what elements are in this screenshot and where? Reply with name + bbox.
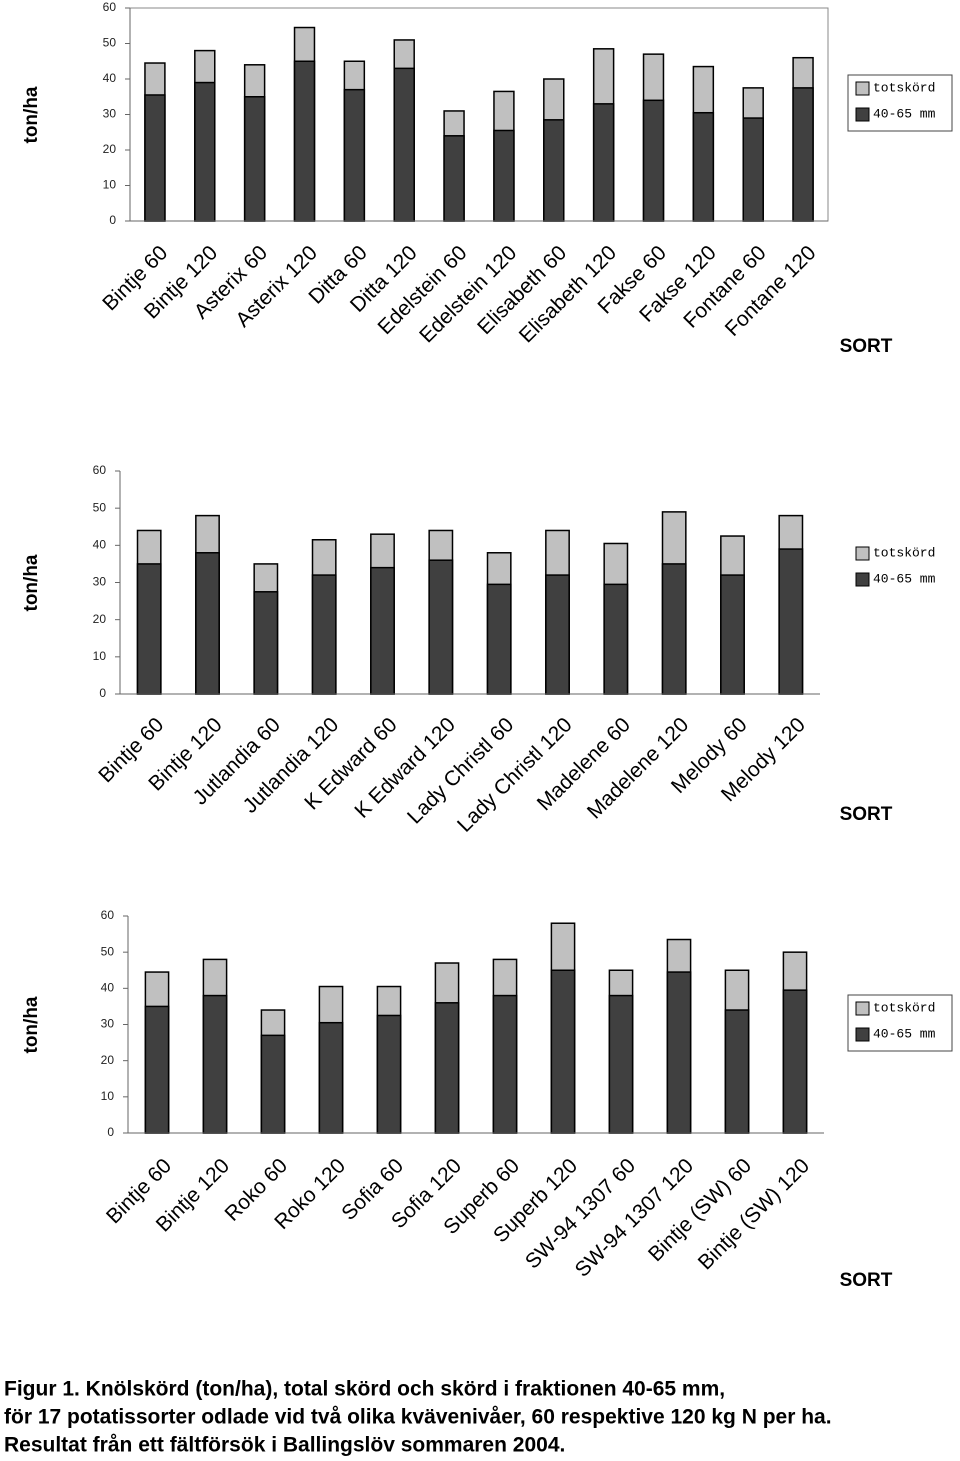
legend-swatch: [855, 546, 870, 561]
bar: [545, 574, 570, 695]
x-tick-label: K Edward 120: [350, 713, 460, 823]
bar: [608, 994, 634, 1134]
bar: [293, 60, 316, 222]
bar: [144, 94, 166, 222]
bar: [778, 548, 804, 695]
bar: [318, 1021, 344, 1134]
y-tick-label: 50: [101, 944, 115, 958]
y-tick-label: 60: [101, 908, 115, 922]
y-tick-label: 10: [103, 178, 117, 192]
x-axis-label: SORT: [840, 804, 893, 825]
y-tick-label: 20: [103, 142, 117, 156]
bar: [370, 566, 395, 695]
bar: [742, 117, 764, 222]
legend-swatch: [855, 1027, 870, 1042]
bar: [543, 119, 565, 222]
y-axis-label: ton/ha: [21, 996, 42, 1053]
legend-label: totskörd: [873, 1000, 935, 1015]
bar: [592, 103, 615, 222]
bar: [311, 574, 337, 695]
bar: [260, 1034, 286, 1134]
bar: [486, 583, 512, 695]
bar: [253, 591, 279, 695]
y-tick-label: 30: [93, 575, 107, 589]
bar: [492, 994, 518, 1134]
legend-swatch: [855, 1001, 870, 1016]
legend-label: 40-65 mm: [873, 1026, 936, 1041]
y-tick-label: 10: [101, 1089, 115, 1103]
x-axis-label: SORT: [840, 1270, 893, 1291]
bar: [194, 81, 216, 222]
bar: [434, 1002, 460, 1134]
y-tick-label: 0: [109, 213, 116, 227]
legend-swatch: [855, 572, 870, 587]
bar: [666, 971, 692, 1134]
legend-label: totskörd: [873, 80, 935, 95]
y-tick-label: 40: [101, 981, 115, 995]
bar: [144, 1005, 170, 1134]
bar: [428, 559, 454, 695]
bar: [493, 129, 515, 222]
bar: [692, 111, 715, 222]
legend-swatch: [855, 81, 870, 96]
bar: [661, 563, 687, 695]
bar: [243, 96, 266, 222]
bar: [443, 135, 465, 222]
y-axis-label: ton/ha: [21, 86, 42, 143]
legend-label: totskörd: [873, 545, 935, 560]
plot-frame: [129, 7, 829, 222]
bar: [343, 88, 366, 222]
y-tick-label: 30: [103, 107, 117, 121]
y-tick-label: 60: [93, 463, 107, 477]
y-tick-label: 40: [103, 71, 117, 85]
bar: [202, 994, 228, 1134]
caption-line: Resultat från ett fältförsök i Ballingsl…: [4, 1434, 565, 1457]
y-tick-label: 20: [93, 612, 107, 626]
bar: [724, 1009, 750, 1134]
bar: [720, 574, 745, 695]
y-tick-label: 50: [93, 500, 107, 514]
x-tick-label: Madelene 120: [583, 713, 693, 823]
y-tick-label: 30: [101, 1017, 115, 1031]
y-tick-label: 60: [103, 0, 117, 14]
x-tick-label: Lady Christl 60: [403, 713, 518, 828]
bar: [603, 583, 629, 695]
y-tick-label: 50: [103, 36, 117, 50]
bar: [136, 563, 162, 695]
caption-line: Figur 1. Knölskörd (ton/ha), total skörd…: [4, 1378, 725, 1401]
bar: [642, 99, 665, 222]
y-axis-label: ton/ha: [21, 554, 42, 611]
y-tick-label: 40: [93, 538, 107, 552]
caption-line: för 17 potatissorter odlade vid två olik…: [4, 1406, 832, 1429]
bar: [376, 1014, 402, 1134]
y-tick-label: 10: [93, 649, 107, 663]
x-tick-label: Bintje (SW) 60: [644, 1154, 756, 1266]
bar: [550, 969, 576, 1134]
legend-swatch: [855, 107, 870, 122]
bar: [792, 87, 814, 222]
bar: [782, 989, 808, 1134]
x-axis-label: SORT: [840, 336, 893, 357]
bar: [393, 67, 415, 222]
y-tick-label: 0: [107, 1125, 114, 1139]
y-tick-label: 20: [101, 1053, 115, 1067]
y-tick-label: 0: [99, 686, 106, 700]
bar: [195, 552, 220, 695]
legend-label: 40-65 mm: [873, 106, 936, 121]
legend-label: 40-65 mm: [873, 571, 936, 586]
